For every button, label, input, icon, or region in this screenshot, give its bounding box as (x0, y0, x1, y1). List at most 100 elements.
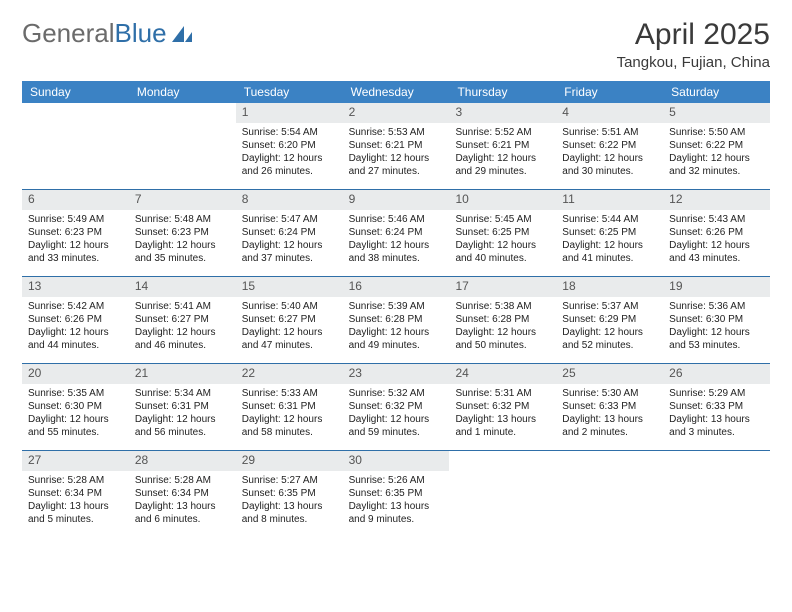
sunset-text: Sunset: 6:34 PM (135, 487, 230, 500)
sunset-text: Sunset: 6:31 PM (135, 400, 230, 413)
week-row: 6Sunrise: 5:49 AMSunset: 6:23 PMDaylight… (22, 189, 770, 276)
calendar-cell: 20Sunrise: 5:35 AMSunset: 6:30 PMDayligh… (22, 364, 129, 450)
day-number: 5 (663, 103, 770, 123)
calendar-cell: 13Sunrise: 5:42 AMSunset: 6:26 PMDayligh… (22, 277, 129, 363)
daylight-text: Daylight: 12 hours and 40 minutes. (455, 239, 550, 265)
calendar-cell: . (556, 451, 663, 537)
sunrise-text: Sunrise: 5:50 AM (669, 126, 764, 139)
day-number: 8 (236, 190, 343, 210)
day-body: Sunrise: 5:40 AMSunset: 6:27 PMDaylight:… (236, 297, 343, 358)
sunset-text: Sunset: 6:22 PM (562, 139, 657, 152)
day-body: Sunrise: 5:48 AMSunset: 6:23 PMDaylight:… (129, 210, 236, 271)
header: GeneralBlue April 2025 Tangkou, Fujian, … (22, 18, 770, 71)
page-title: April 2025 (617, 18, 770, 52)
day-body: Sunrise: 5:37 AMSunset: 6:29 PMDaylight:… (556, 297, 663, 358)
sunset-text: Sunset: 6:21 PM (455, 139, 550, 152)
day-number: 26 (663, 364, 770, 384)
day-body: Sunrise: 5:51 AMSunset: 6:22 PMDaylight:… (556, 123, 663, 184)
day-number: 6 (22, 190, 129, 210)
sunset-text: Sunset: 6:35 PM (242, 487, 337, 500)
day-number: 22 (236, 364, 343, 384)
daylight-text: Daylight: 12 hours and 46 minutes. (135, 326, 230, 352)
sunset-text: Sunset: 6:26 PM (669, 226, 764, 239)
daylight-text: Daylight: 12 hours and 55 minutes. (28, 413, 123, 439)
day-body: Sunrise: 5:50 AMSunset: 6:22 PMDaylight:… (663, 123, 770, 184)
calendar-cell: 26Sunrise: 5:29 AMSunset: 6:33 PMDayligh… (663, 364, 770, 450)
daylight-text: Daylight: 13 hours and 2 minutes. (562, 413, 657, 439)
sunrise-text: Sunrise: 5:44 AM (562, 213, 657, 226)
day-number: 14 (129, 277, 236, 297)
daylight-text: Daylight: 13 hours and 5 minutes. (28, 500, 123, 526)
calendar-cell: . (22, 103, 129, 189)
day-header: Monday (129, 81, 236, 103)
sunrise-text: Sunrise: 5:38 AM (455, 300, 550, 313)
day-number: 16 (343, 277, 450, 297)
daylight-text: Daylight: 12 hours and 52 minutes. (562, 326, 657, 352)
sunrise-text: Sunrise: 5:43 AM (669, 213, 764, 226)
calendar-cell: 15Sunrise: 5:40 AMSunset: 6:27 PMDayligh… (236, 277, 343, 363)
daylight-text: Daylight: 13 hours and 6 minutes. (135, 500, 230, 526)
title-block: April 2025 Tangkou, Fujian, China (617, 18, 770, 71)
sunset-text: Sunset: 6:32 PM (455, 400, 550, 413)
day-number: 15 (236, 277, 343, 297)
calendar-cell: . (129, 103, 236, 189)
day-number: 10 (449, 190, 556, 210)
daylight-text: Daylight: 12 hours and 47 minutes. (242, 326, 337, 352)
sunrise-text: Sunrise: 5:33 AM (242, 387, 337, 400)
calendar-cell: 9Sunrise: 5:46 AMSunset: 6:24 PMDaylight… (343, 190, 450, 276)
day-number: 13 (22, 277, 129, 297)
sunset-text: Sunset: 6:24 PM (242, 226, 337, 239)
sunrise-text: Sunrise: 5:34 AM (135, 387, 230, 400)
sunrise-text: Sunrise: 5:48 AM (135, 213, 230, 226)
sunset-text: Sunset: 6:33 PM (669, 400, 764, 413)
week-row: 13Sunrise: 5:42 AMSunset: 6:26 PMDayligh… (22, 276, 770, 363)
calendar-cell: 5Sunrise: 5:50 AMSunset: 6:22 PMDaylight… (663, 103, 770, 189)
logo-text-general: General (22, 18, 115, 49)
sunrise-text: Sunrise: 5:46 AM (349, 213, 444, 226)
day-number: 23 (343, 364, 450, 384)
calendar-cell: 8Sunrise: 5:47 AMSunset: 6:24 PMDaylight… (236, 190, 343, 276)
sunset-text: Sunset: 6:21 PM (349, 139, 444, 152)
calendar-cell: 11Sunrise: 5:44 AMSunset: 6:25 PMDayligh… (556, 190, 663, 276)
day-body: Sunrise: 5:46 AMSunset: 6:24 PMDaylight:… (343, 210, 450, 271)
sunset-text: Sunset: 6:31 PM (242, 400, 337, 413)
sunrise-text: Sunrise: 5:51 AM (562, 126, 657, 139)
calendar-cell: 6Sunrise: 5:49 AMSunset: 6:23 PMDaylight… (22, 190, 129, 276)
day-number: 1 (236, 103, 343, 123)
day-body: Sunrise: 5:31 AMSunset: 6:32 PMDaylight:… (449, 384, 556, 445)
daylight-text: Daylight: 13 hours and 9 minutes. (349, 500, 444, 526)
sunrise-text: Sunrise: 5:39 AM (349, 300, 444, 313)
calendar-cell: 3Sunrise: 5:52 AMSunset: 6:21 PMDaylight… (449, 103, 556, 189)
sunset-text: Sunset: 6:27 PM (135, 313, 230, 326)
sunrise-text: Sunrise: 5:35 AM (28, 387, 123, 400)
sunset-text: Sunset: 6:25 PM (455, 226, 550, 239)
sunrise-text: Sunrise: 5:32 AM (349, 387, 444, 400)
sunset-text: Sunset: 6:33 PM (562, 400, 657, 413)
day-number: 11 (556, 190, 663, 210)
day-body: Sunrise: 5:42 AMSunset: 6:26 PMDaylight:… (22, 297, 129, 358)
calendar-cell: 18Sunrise: 5:37 AMSunset: 6:29 PMDayligh… (556, 277, 663, 363)
week-row: 27Sunrise: 5:28 AMSunset: 6:34 PMDayligh… (22, 450, 770, 537)
sunrise-text: Sunrise: 5:52 AM (455, 126, 550, 139)
calendar: SundayMondayTuesdayWednesdayThursdayFrid… (22, 81, 770, 537)
day-body: Sunrise: 5:53 AMSunset: 6:21 PMDaylight:… (343, 123, 450, 184)
day-number: 17 (449, 277, 556, 297)
daylight-text: Daylight: 12 hours and 58 minutes. (242, 413, 337, 439)
calendar-cell: 4Sunrise: 5:51 AMSunset: 6:22 PMDaylight… (556, 103, 663, 189)
sunset-text: Sunset: 6:27 PM (242, 313, 337, 326)
day-body: Sunrise: 5:28 AMSunset: 6:34 PMDaylight:… (129, 471, 236, 532)
day-header: Saturday (663, 81, 770, 103)
sunset-text: Sunset: 6:30 PM (28, 400, 123, 413)
day-body: Sunrise: 5:45 AMSunset: 6:25 PMDaylight:… (449, 210, 556, 271)
day-header: Tuesday (236, 81, 343, 103)
calendar-cell: 1Sunrise: 5:54 AMSunset: 6:20 PMDaylight… (236, 103, 343, 189)
logo-sail-icon (170, 24, 194, 44)
calendar-cell: 2Sunrise: 5:53 AMSunset: 6:21 PMDaylight… (343, 103, 450, 189)
logo: GeneralBlue (22, 18, 194, 49)
sunset-text: Sunset: 6:30 PM (669, 313, 764, 326)
sunrise-text: Sunrise: 5:28 AM (135, 474, 230, 487)
calendar-cell: 19Sunrise: 5:36 AMSunset: 6:30 PMDayligh… (663, 277, 770, 363)
day-body: Sunrise: 5:26 AMSunset: 6:35 PMDaylight:… (343, 471, 450, 532)
sunrise-text: Sunrise: 5:40 AM (242, 300, 337, 313)
daylight-text: Daylight: 12 hours and 32 minutes. (669, 152, 764, 178)
